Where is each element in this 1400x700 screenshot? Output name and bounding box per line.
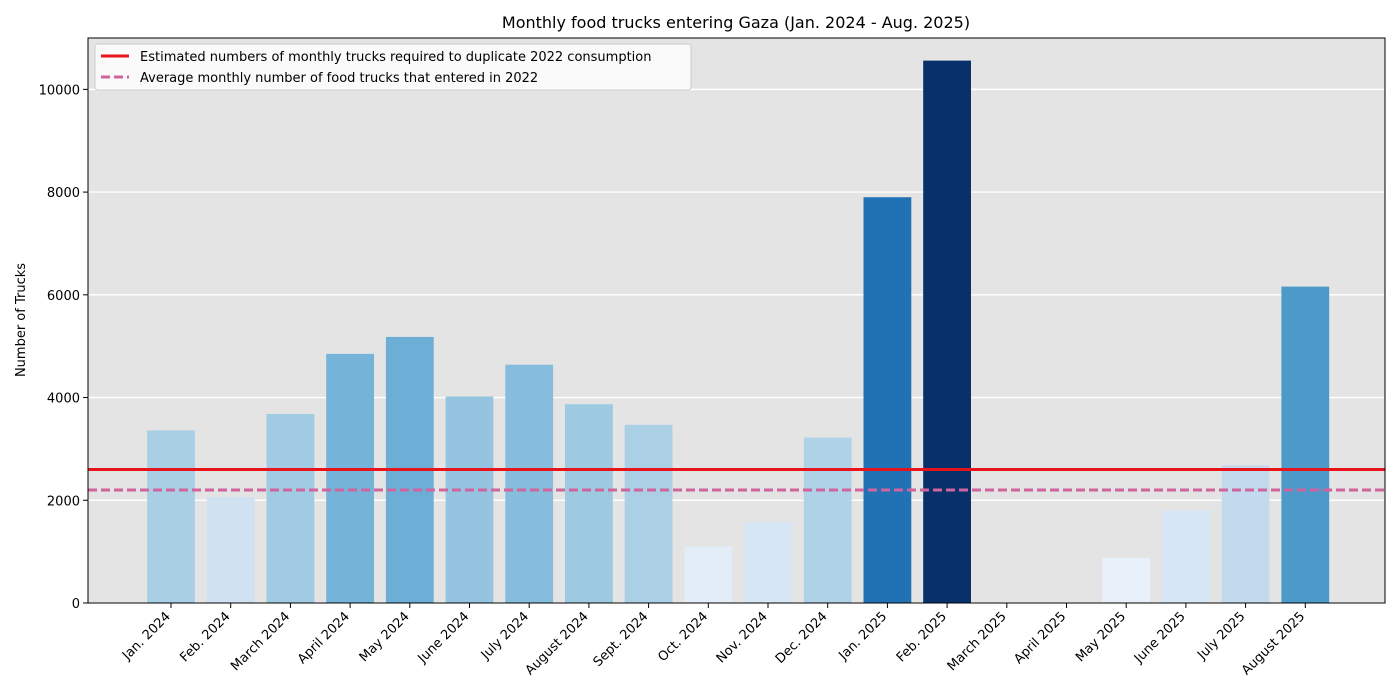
x-tick-label: Feb. 2025 <box>894 609 950 665</box>
bar <box>206 497 255 603</box>
x-tick-label: May 2025 <box>1073 609 1129 665</box>
x-tick-label: March 2025 <box>945 609 1010 674</box>
y-tick-label: 2000 <box>47 494 80 509</box>
y-tick-label: 0 <box>72 597 80 612</box>
legend-entry-required: Estimated numbers of monthly trucks requ… <box>140 50 651 65</box>
x-tick-label: Dec. 2024 <box>773 609 831 667</box>
bar <box>1221 465 1270 603</box>
y-tick-label: 6000 <box>47 289 80 304</box>
bar <box>1281 286 1330 603</box>
y-axis: 0 2000 4000 6000 8000 10000 <box>39 83 88 612</box>
bar <box>863 197 912 603</box>
x-tick-label: June 2025 <box>1131 609 1189 667</box>
bar <box>923 60 971 604</box>
bar <box>266 413 315 603</box>
bar <box>147 430 195 603</box>
bar <box>326 353 374 603</box>
bar <box>505 364 554 603</box>
bar <box>744 521 792 603</box>
x-tick-label: Nov. 2024 <box>714 609 771 666</box>
legend-box <box>94 43 692 91</box>
bar <box>684 546 733 603</box>
bar <box>803 437 852 603</box>
x-tick-label: Jan. 2025 <box>836 609 891 664</box>
x-tick-label: July 2025 <box>1194 609 1248 663</box>
bar <box>565 404 613 603</box>
x-tick-label: Feb. 2024 <box>177 609 233 665</box>
bar <box>445 396 494 603</box>
legend-entry-average-2022: Average monthly number of food trucks th… <box>140 71 538 86</box>
x-tick-label: Oct. 2024 <box>655 609 711 665</box>
x-tick-label: August 2025 <box>1239 609 1308 678</box>
x-tick-label: August 2024 <box>523 609 592 678</box>
y-tick-label: 4000 <box>47 392 80 407</box>
bar <box>624 424 673 603</box>
x-tick-label: March 2024 <box>228 609 293 674</box>
bar <box>1162 510 1210 603</box>
x-tick-label: July 2024 <box>478 609 532 663</box>
x-tick-label: April 2025 <box>1011 609 1069 667</box>
x-tick-label: April 2024 <box>295 609 353 667</box>
chart-title: Monthly food trucks entering Gaza (Jan. … <box>502 13 970 32</box>
bar <box>1102 557 1151 603</box>
plot-frame <box>87 37 1386 604</box>
x-tick-label: June 2024 <box>415 609 473 667</box>
legend: Estimated numbers of monthly trucks requ… <box>94 43 692 91</box>
x-tick-label: Jan. 2024 <box>119 609 174 664</box>
reference-lines <box>88 467 1385 492</box>
x-tick-label: May 2024 <box>357 609 413 665</box>
y-axis-label: Number of Trucks <box>14 263 29 377</box>
x-tick-label: Sept. 2024 <box>591 609 652 670</box>
y-tick-label: 8000 <box>47 186 80 201</box>
y-tick-label: 10000 <box>39 83 80 98</box>
